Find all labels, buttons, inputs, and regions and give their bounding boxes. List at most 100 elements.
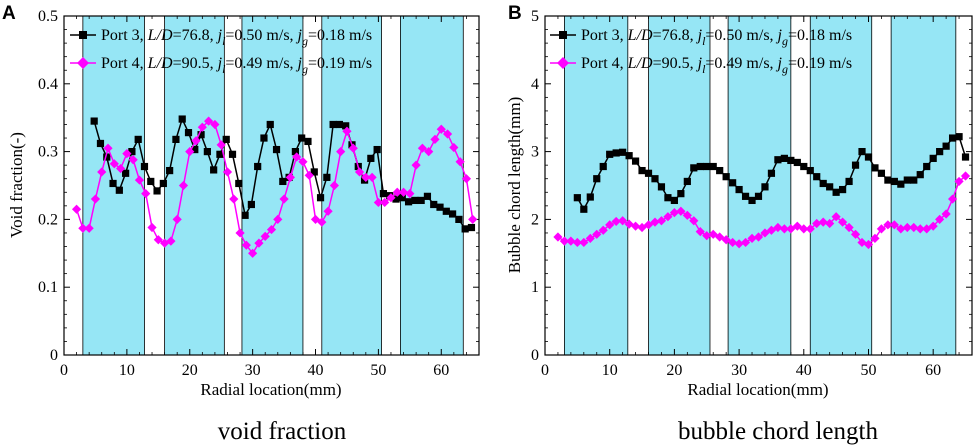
panel-b-point-port4 xyxy=(592,229,602,239)
panel-b-point-port4 xyxy=(825,218,835,229)
panel-b-point-port4 xyxy=(553,232,563,242)
panel-a-point-port3 xyxy=(260,134,268,142)
panel-b-point-port4 xyxy=(928,221,938,231)
panel-b-point-port3 xyxy=(955,133,963,141)
panel-b-point-port3 xyxy=(657,183,666,191)
panel-b-point-port3 xyxy=(897,180,905,188)
panel-b-point-port3 xyxy=(916,171,924,179)
panel-a-point-port3 xyxy=(178,115,186,123)
legend-part: =76.8, xyxy=(653,27,698,44)
panel-a-x-tick-label: 0 xyxy=(60,362,68,379)
panel-a-point-port3 xyxy=(329,120,337,129)
panel-b-point-port4 xyxy=(896,224,906,234)
panel-a-point-port4 xyxy=(285,172,295,182)
panel-a-point-port4 xyxy=(442,129,453,139)
panel-a-point-port3 xyxy=(392,195,400,203)
panel-a-point-port3 xyxy=(216,150,224,158)
panel-b-point-port4 xyxy=(605,220,615,230)
panel-a-point-port4 xyxy=(417,143,428,153)
panel-a-point-port3 xyxy=(398,194,406,202)
panel-a-point-port3 xyxy=(241,211,249,219)
panel-a-point-port4 xyxy=(147,222,157,233)
panel-b-point-port4 xyxy=(708,229,718,239)
panel-b-point-port4 xyxy=(870,233,880,243)
panel-b-point-port3 xyxy=(670,196,678,205)
legend-part: Port 3, xyxy=(101,27,148,44)
panel-a-point-port4 xyxy=(248,248,258,258)
panel-b-y-tick-label: 5 xyxy=(531,8,539,25)
legend-subscript: g xyxy=(302,62,308,76)
panel-a-x-axis-title: Radial location(mm) xyxy=(200,380,341,399)
panel-a-legend-marker-port4 xyxy=(77,57,89,69)
panel-a-point-port3 xyxy=(140,162,149,171)
panel-a-point-port3 xyxy=(128,148,136,156)
panel-a-point-port3 xyxy=(134,135,142,143)
panel-b-point-port3 xyxy=(871,164,879,172)
panel-a-point-port4 xyxy=(254,238,264,248)
legend-part-italic: L/D xyxy=(147,27,173,44)
panel-b-caption: bubble chord length xyxy=(678,418,878,445)
panel-a-point-port4 xyxy=(204,116,214,126)
panel-a-point-port3 xyxy=(367,154,375,162)
legend-part: =0.49 m/s, xyxy=(705,55,777,72)
panel-b-point-port3 xyxy=(851,161,860,169)
legend-part-italic: j xyxy=(696,27,703,44)
panel-a-point-port3 xyxy=(166,166,174,175)
panel-b-bubble-chord-length: B 0 10 20 30 40 50 60 0 1 2 3 4 5 Bubble chord lengt… xyxy=(505,3,973,445)
panel-a-point-port4 xyxy=(424,147,434,157)
panel-b-point-port3 xyxy=(826,183,834,191)
panel-b-point-port3 xyxy=(948,134,957,142)
panel-a-point-port3 xyxy=(159,179,167,188)
panel-a-point-port4 xyxy=(411,160,421,170)
panel-b-point-port4 xyxy=(812,218,822,229)
panel-a-point-port3 xyxy=(291,148,299,156)
panel-b-point-port3 xyxy=(858,148,866,156)
legend-part-italic: j xyxy=(296,55,303,72)
panel-b-point-port3 xyxy=(819,179,827,188)
panel-a-point-port4 xyxy=(386,193,396,203)
panel-b-point-port3 xyxy=(890,177,898,186)
legend-part-italic: L/D xyxy=(627,27,653,44)
panel-b-point-port4 xyxy=(669,208,679,218)
legend-part: =0.49 m/s, xyxy=(225,55,297,72)
legend-part: =0.50 m/s, xyxy=(705,27,777,44)
panel-a-point-port4 xyxy=(336,147,346,157)
panel-a-point-port4 xyxy=(449,142,459,153)
panel-b-point-port4 xyxy=(695,227,705,237)
panel-a-point-port4 xyxy=(235,228,245,238)
panel-b-point-port4 xyxy=(585,233,595,243)
panel-b-point-port4 xyxy=(656,216,667,226)
legend-subscript: l xyxy=(702,62,706,76)
panel-b-point-port4 xyxy=(630,221,641,231)
legend-subscript: g xyxy=(782,34,788,48)
panel-b-point-port4 xyxy=(689,216,699,226)
panel-b-legend-entry-port4: Port 4, L/D=90.5, jl=0.49 m/s, jg=0.19 m… xyxy=(550,55,852,76)
panel-a-shaded-band xyxy=(400,15,464,356)
panel-b-point-port3 xyxy=(664,194,672,202)
panel-b-point-port3 xyxy=(800,162,808,171)
panel-b-point-port4 xyxy=(838,217,848,227)
panel-b-legend-label-port4: Port 4, L/D=90.5, jl=0.49 m/s, jg=0.19 m… xyxy=(581,55,852,76)
panel-a-point-port4 xyxy=(354,167,365,177)
panel-b-point-port3 xyxy=(612,149,620,157)
panel-a-point-port3 xyxy=(222,135,230,143)
panel-a-point-port4 xyxy=(216,140,226,150)
panel-a-point-port3 xyxy=(272,145,281,154)
panel-b-point-port4 xyxy=(740,237,751,248)
legend-subscript: g xyxy=(302,34,308,48)
panel-a-point-port4 xyxy=(392,187,402,197)
panel-a-point-port3 xyxy=(448,210,457,218)
panel-a-point-port4 xyxy=(166,236,176,246)
panel-b-x-tick-label: 40 xyxy=(796,362,812,379)
panel-b-point-port4 xyxy=(844,222,854,233)
legend-part-italic: j xyxy=(776,55,783,72)
panel-b-point-port3 xyxy=(683,177,691,186)
legend-part: =0.19 m/s xyxy=(788,55,852,72)
panel-a-legend-entry-port4: Port 4, L/D=90.5, jl=0.49 m/s, jg=0.19 m… xyxy=(70,55,372,76)
panel-b-point-port3 xyxy=(593,175,601,183)
panel-a-point-port3 xyxy=(411,196,419,205)
panel-a-point-port3 xyxy=(335,120,344,129)
panel-a-x-tick-label: 50 xyxy=(370,362,386,379)
panel-b-legend-marker-port4 xyxy=(557,57,569,69)
panel-b-point-port3 xyxy=(813,173,821,181)
